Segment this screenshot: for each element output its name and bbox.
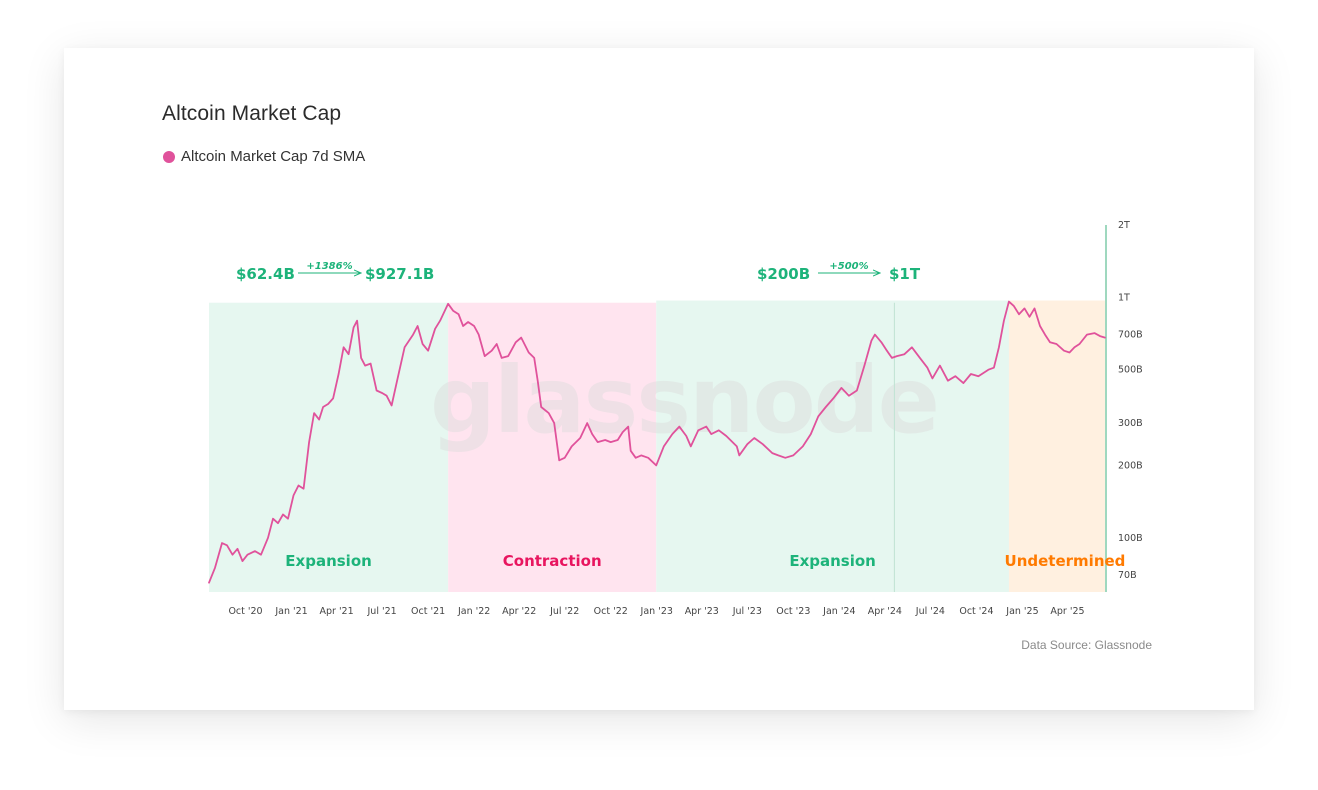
y-axis-ticks: 70B 100B 200B 300B 500B 700B 1T 2T bbox=[1118, 220, 1143, 581]
x-tick-label-16: Oct '24 bbox=[959, 606, 993, 617]
x-tick-label-6: Apr '22 bbox=[502, 606, 536, 617]
x-tick-label-13: Jan '24 bbox=[822, 606, 855, 617]
legend-swatch bbox=[163, 150, 175, 163]
annotation-change-0: +1386% bbox=[306, 261, 352, 272]
x-tick-label-9: Jan '23 bbox=[640, 606, 673, 617]
x-tick-label-11: Jul '23 bbox=[732, 606, 762, 617]
region-label-0: Expansion bbox=[285, 552, 372, 570]
y-tick-label-7: 2T bbox=[1118, 220, 1130, 231]
x-tick-label-14: Apr '24 bbox=[868, 606, 902, 617]
x-tick-label-10: Apr '23 bbox=[685, 606, 719, 617]
y-tick-label-0: 70B bbox=[1118, 570, 1137, 581]
x-tick-label-18: Apr '25 bbox=[1050, 606, 1084, 617]
y-tick-label-3: 300B bbox=[1118, 418, 1143, 429]
annotation-to-1: $1T bbox=[889, 265, 921, 283]
y-tick-label-1: 100B bbox=[1118, 533, 1143, 544]
x-tick-label-12: Oct '23 bbox=[776, 606, 810, 617]
region-band-2 bbox=[656, 300, 1009, 592]
legend-label: Altcoin Market Cap 7d SMA bbox=[181, 148, 366, 165]
x-tick-label-5: Jan '22 bbox=[457, 606, 490, 617]
annotation-change-1: +500% bbox=[829, 261, 868, 272]
region-label-3: Undetermined bbox=[1005, 552, 1126, 570]
x-tick-label-8: Oct '22 bbox=[594, 606, 628, 617]
x-tick-label-3: Jul '21 bbox=[367, 606, 397, 617]
annotation-to-0: $927.1B bbox=[365, 265, 434, 283]
x-tick-label-2: Apr '21 bbox=[319, 606, 353, 617]
annotation-from-1: $200B bbox=[757, 265, 810, 283]
series-layer bbox=[208, 300, 1106, 584]
x-tick-label-1: Jan '21 bbox=[274, 606, 307, 617]
data-source: Data Source: Glassnode bbox=[1021, 638, 1152, 652]
chart-title: Altcoin Market Cap bbox=[162, 102, 342, 125]
region-label-1: Contraction bbox=[503, 552, 602, 570]
series-line bbox=[208, 300, 1106, 584]
reference-line-layer bbox=[893, 225, 1107, 592]
region-band-0 bbox=[209, 302, 449, 592]
x-tick-label-15: Jul '24 bbox=[915, 606, 945, 617]
x-tick-label-7: Jul '22 bbox=[549, 606, 579, 617]
watermark-layer: glassnode bbox=[430, 347, 940, 454]
y-tick-label-2: 200B bbox=[1118, 460, 1143, 471]
y-tick-label-6: 1T bbox=[1118, 292, 1130, 303]
y-tick-label-5: 700B bbox=[1118, 330, 1143, 341]
region-label-2: Expansion bbox=[789, 552, 876, 570]
region-band-3 bbox=[1008, 300, 1105, 592]
annotation-from-0: $62.4B bbox=[236, 265, 295, 283]
x-tick-label-17: Jan '25 bbox=[1005, 606, 1038, 617]
x-axis-ticks: Oct '20 Jan '21 Apr '21 Jul '21 Oct '21 Jan '… bbox=[228, 606, 1084, 617]
watermark-text: glassnode bbox=[430, 347, 938, 454]
x-tick-label-4: Oct '21 bbox=[411, 606, 445, 617]
y-tick-label-4: 500B bbox=[1118, 365, 1143, 376]
legend[interactable]: Altcoin Market Cap 7d SMA bbox=[163, 148, 365, 165]
x-tick-label-0: Oct '20 bbox=[228, 606, 262, 617]
region-labels: Expansion Contraction Expansion Undetermine… bbox=[285, 552, 1125, 570]
annotations: $62.4B +1386% $927.1B $200B +500% $1T bbox=[236, 261, 921, 283]
